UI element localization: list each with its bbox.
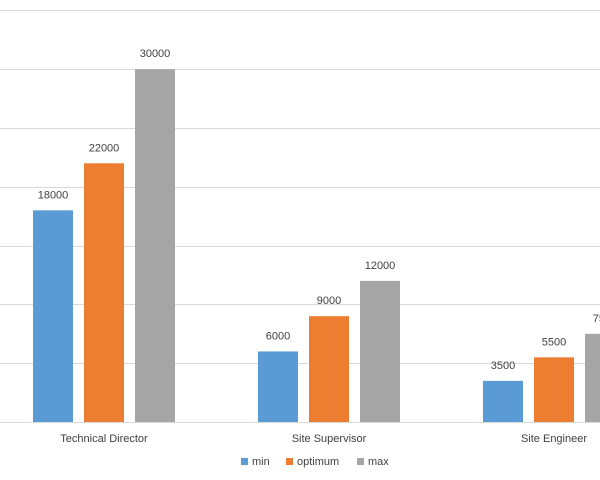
data-label-optimum-0: 22000 (89, 142, 120, 154)
x-tick-label-0: Technical Director (60, 433, 148, 445)
x-tick-label-2: Site Engineer (521, 433, 587, 445)
data-label-min-0: 18000 (38, 189, 69, 201)
bar-optimum-0 (84, 163, 124, 422)
bar-optimum-2 (534, 357, 574, 422)
legend-item-optimum: optimum (286, 456, 339, 468)
bar-max-2 (585, 333, 600, 422)
data-label-min-1: 6000 (266, 330, 290, 342)
data-label-max-1: 12000 (365, 260, 396, 272)
bar-min-0 (33, 210, 73, 422)
bar-min-2 (483, 380, 523, 422)
data-labels: 18000 22000 30000 6000 9000 12000 3500 5500 7500 (38, 48, 600, 372)
x-axis: Technical Director Site Supervisor Site En… (0, 422, 600, 445)
legend-swatch-min (241, 458, 248, 465)
data-label-optimum-2: 5500 (542, 336, 566, 348)
bar-optimum-1 (309, 316, 349, 422)
legend: min optimum max (241, 456, 389, 468)
legend-label-min: min (252, 456, 270, 468)
data-label-max-0: 30000 (140, 48, 171, 60)
bar-max-0 (135, 69, 175, 422)
data-label-optimum-1: 9000 (317, 295, 341, 307)
data-label-max-2: 7500 (593, 313, 600, 325)
legend-item-min: min (241, 456, 270, 468)
bar-max-1 (360, 280, 400, 422)
data-label-min-2: 3500 (491, 360, 515, 372)
legend-swatch-optimum (286, 458, 293, 465)
bars (33, 69, 600, 422)
legend-label-optimum: optimum (297, 456, 339, 468)
legend-label-max: max (368, 456, 389, 468)
x-tick-label-1: Site Supervisor (292, 433, 367, 445)
legend-swatch-max (357, 458, 364, 465)
legend-item-max: max (357, 456, 389, 468)
bar-min-1 (258, 351, 298, 422)
